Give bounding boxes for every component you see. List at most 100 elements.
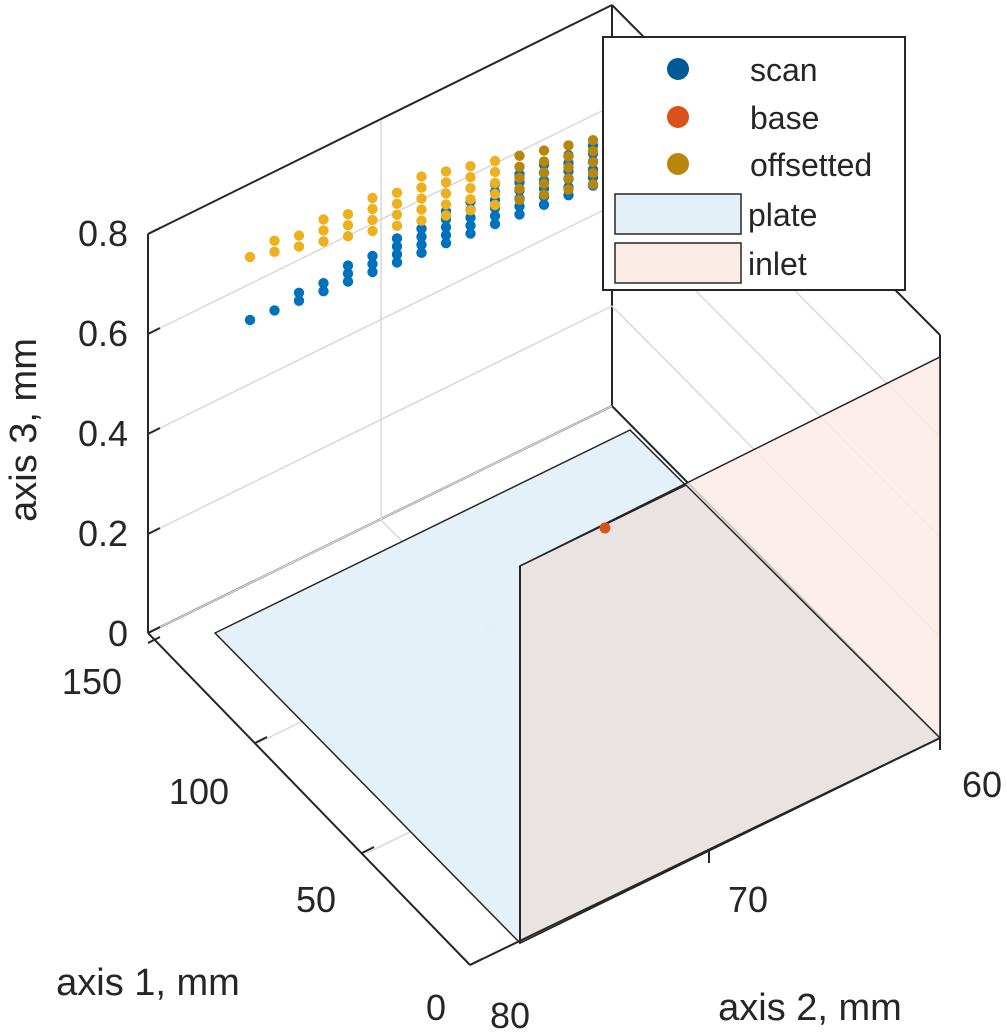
offsetted-point bbox=[563, 173, 574, 184]
offsetted-point bbox=[489, 155, 501, 167]
offsetted-point bbox=[391, 220, 403, 231]
y-tick-labels: 80 70 60 bbox=[490, 764, 1002, 1032]
legend-inlet-label: inlet bbox=[748, 246, 807, 282]
offsetted-point bbox=[416, 182, 427, 193]
offsetted-point bbox=[440, 188, 452, 199]
legend-scan-label: scan bbox=[750, 52, 818, 88]
z-tick-label: 0 bbox=[108, 613, 128, 654]
offsetted-point bbox=[587, 146, 599, 157]
z-tick-label: 0.4 bbox=[78, 413, 128, 454]
scan-point bbox=[489, 218, 501, 230]
scan-point bbox=[391, 257, 403, 268]
scan-point bbox=[440, 230, 452, 241]
scan-point bbox=[391, 241, 403, 252]
scan-point bbox=[391, 249, 403, 260]
legend-plate-swatch bbox=[614, 193, 742, 235]
scan-point bbox=[318, 286, 329, 297]
z-tick-labels: 0 0.2 0.4 0.6 0.8 bbox=[78, 213, 128, 654]
x-tick-label: 50 bbox=[296, 879, 336, 920]
scan-point bbox=[465, 220, 476, 231]
base-point bbox=[599, 522, 611, 534]
scan-point bbox=[367, 266, 378, 278]
scan-point bbox=[416, 247, 427, 258]
offsetted-point bbox=[391, 209, 403, 220]
offsetted-point bbox=[440, 166, 452, 177]
x-tick-label: 100 bbox=[169, 771, 229, 812]
offsetted-point bbox=[514, 172, 525, 183]
scan-point bbox=[391, 233, 403, 244]
offsetted-point bbox=[342, 231, 354, 242]
offsetted-point bbox=[416, 171, 427, 182]
scan-point bbox=[293, 287, 305, 298]
offsetted-point bbox=[514, 194, 525, 205]
z-tick-label: 0.2 bbox=[78, 513, 128, 554]
legend-plate-label: plate bbox=[748, 197, 817, 233]
scan-point bbox=[244, 314, 256, 326]
offsetted-point bbox=[440, 177, 452, 188]
scan-point bbox=[367, 250, 378, 262]
offsetted-point bbox=[293, 241, 305, 252]
legend-scan-marker bbox=[667, 58, 689, 80]
x-axis-label: axis 1, mm bbox=[56, 962, 240, 1004]
tick-marks bbox=[147, 227, 941, 966]
offsetted-point bbox=[318, 225, 329, 236]
y-axis-label: axis 2, mm bbox=[718, 987, 902, 1029]
offsetted-point bbox=[269, 235, 280, 246]
offsetted-series bbox=[244, 129, 623, 263]
offsetted-point bbox=[587, 168, 599, 179]
offsetted-point bbox=[318, 236, 329, 247]
offsetted-point bbox=[440, 210, 452, 221]
scan-point bbox=[465, 228, 476, 239]
x-tick-label: 0 bbox=[426, 987, 446, 1028]
scan-point bbox=[538, 199, 550, 210]
offsetted-point bbox=[538, 167, 550, 178]
scan-point bbox=[367, 258, 378, 270]
box-edge-back-top bbox=[147, 4, 613, 235]
offsetted-point bbox=[367, 192, 378, 204]
offsetted-point bbox=[269, 246, 280, 257]
offsetted-point bbox=[416, 215, 427, 226]
scan-point bbox=[342, 260, 354, 271]
offsetted-point bbox=[440, 199, 452, 210]
scan-point bbox=[318, 278, 329, 289]
offsetted-point bbox=[465, 194, 476, 205]
offsetted-point bbox=[538, 145, 550, 156]
offsetted-point bbox=[342, 209, 354, 220]
scan-point bbox=[416, 239, 427, 250]
offsetted-point bbox=[563, 140, 574, 151]
offsetted-point bbox=[514, 183, 525, 194]
scan-point bbox=[514, 209, 525, 220]
offsetted-point bbox=[538, 189, 550, 200]
legend-base-marker bbox=[667, 106, 689, 128]
y-tick-label: 60 bbox=[962, 764, 1002, 805]
offsetted-point bbox=[489, 177, 501, 189]
x-tick-labels: 150 100 50 0 bbox=[62, 661, 446, 1028]
offsetted-point bbox=[465, 172, 476, 183]
offsetted-point bbox=[465, 183, 476, 194]
scan-point bbox=[416, 231, 427, 242]
scan-point bbox=[342, 276, 354, 287]
offsetted-point bbox=[416, 204, 427, 215]
offsetted-point bbox=[587, 179, 599, 190]
legend-inlet-swatch bbox=[614, 242, 742, 284]
offsetted-point bbox=[342, 220, 354, 231]
offsetted-point bbox=[367, 203, 378, 215]
offsetted-point bbox=[587, 157, 599, 168]
offsetted-point bbox=[318, 214, 329, 225]
scan-point bbox=[416, 223, 427, 234]
offsetted-point bbox=[367, 225, 378, 237]
offsetted-point bbox=[367, 214, 378, 226]
scan-point bbox=[465, 212, 476, 223]
scan-point bbox=[440, 238, 452, 249]
offsetted-point bbox=[391, 198, 403, 209]
offsetted-point bbox=[416, 193, 427, 204]
scan-point bbox=[440, 222, 452, 233]
offsetted-point bbox=[489, 188, 501, 200]
offsetted-point bbox=[514, 161, 525, 172]
offsetted-point bbox=[465, 205, 476, 216]
legend-offsetted-label: offsetted bbox=[750, 147, 872, 183]
legend: scan base offsetted plate inlet bbox=[602, 36, 906, 291]
offsetted-point bbox=[244, 251, 256, 263]
offsetted-point bbox=[293, 230, 305, 241]
